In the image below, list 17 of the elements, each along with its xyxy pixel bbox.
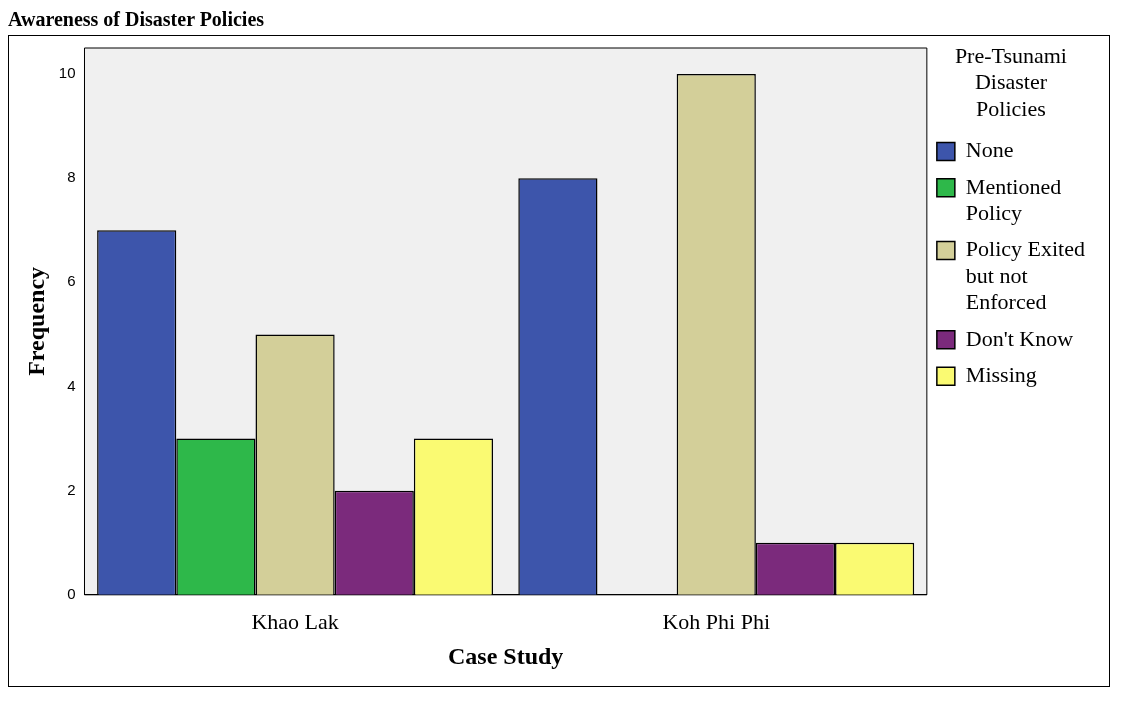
legend-label: Mentioned Policy xyxy=(965,173,1062,225)
y-tick-label: 0 xyxy=(67,584,76,602)
legend-label: Don't Know xyxy=(965,325,1074,351)
x-axis-title: Case Study xyxy=(447,642,564,669)
legend-label: Missing xyxy=(965,361,1037,387)
x-tick-label: Koh Phi Phi xyxy=(662,608,771,634)
y-tick-label: 4 xyxy=(67,376,76,394)
y-axis-title: Frequency xyxy=(22,266,49,376)
x-tick-label: Khao Lak xyxy=(251,608,339,634)
y-tick-label: 2 xyxy=(67,480,76,498)
legend-label: Policy Exited but not Enforced xyxy=(965,236,1085,315)
legend-title: Pre-Tsunami Disaster Policies xyxy=(954,42,1067,121)
y-tick-label: 10 xyxy=(58,64,76,82)
legend-label: None xyxy=(965,137,1014,163)
chart-title: Awareness of Disaster Policies xyxy=(8,8,266,31)
y-tick-label: 6 xyxy=(67,272,76,290)
y-tick-label: 8 xyxy=(67,168,76,186)
